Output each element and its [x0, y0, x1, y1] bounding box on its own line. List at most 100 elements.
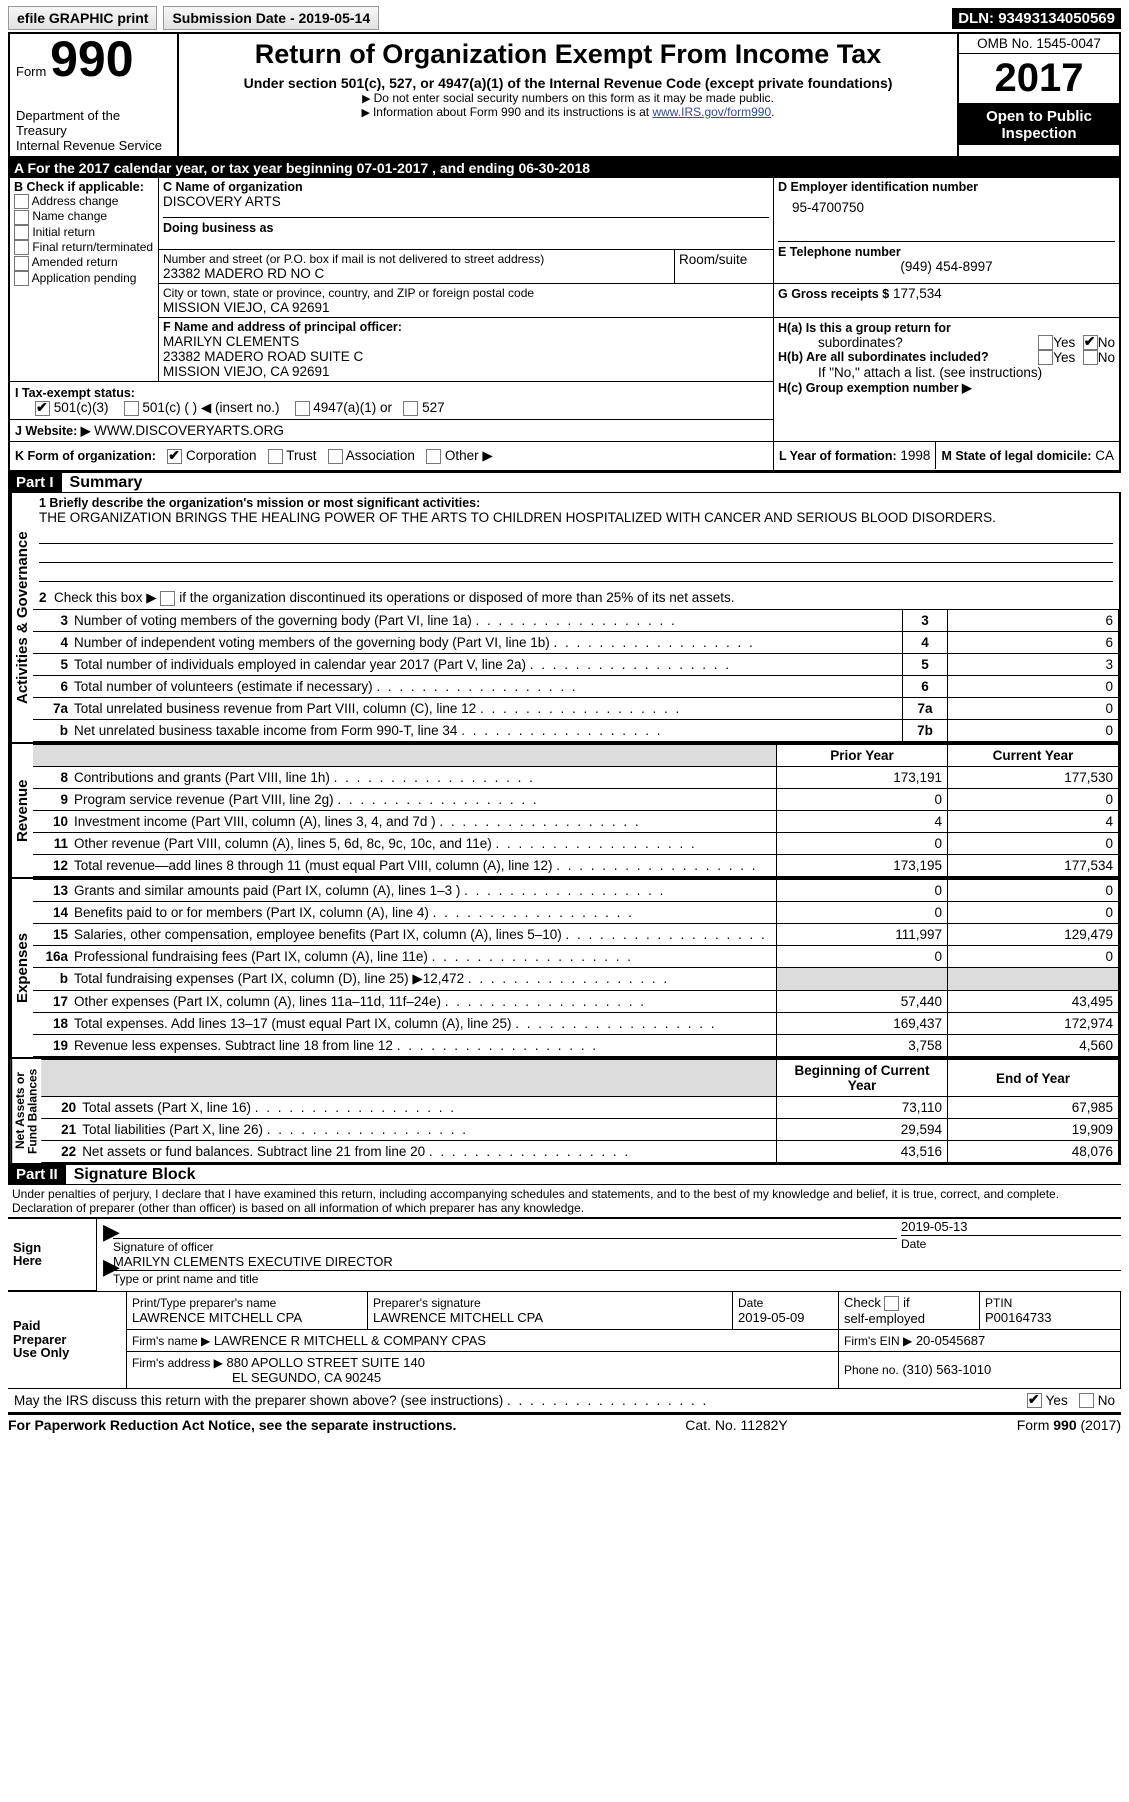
no-text2: No: [1098, 350, 1115, 365]
ha-yes-checkbox[interactable]: [1038, 335, 1053, 350]
phone-value: (949) 454-8997: [778, 259, 1115, 274]
dept-treasury: Department of the Treasury: [16, 108, 171, 138]
mission-text: THE ORGANIZATION BRINGS THE HEALING POWE…: [39, 510, 1113, 525]
opt-501c: 501(c) ( ) ◀ (insert no.): [142, 400, 279, 415]
discuss-no-checkbox[interactable]: [1079, 1393, 1094, 1408]
h-a-line: H(a) Is this a group return for: [778, 320, 1115, 335]
4947-checkbox[interactable]: [295, 401, 310, 416]
discuss-yes: Yes: [1046, 1393, 1068, 1408]
efile-print-button[interactable]: efile GRAPHIC print: [8, 6, 157, 30]
prep-name-label: Print/Type preparer's name: [132, 1296, 362, 1310]
prep-date: 2019-05-09: [738, 1310, 833, 1325]
omb-number: OMB No. 1545-0047: [959, 34, 1119, 53]
officer-addr1: 23382 MADERO ROAD SUITE C: [163, 349, 769, 364]
footer-mid: Cat. No. 11282Y: [685, 1417, 787, 1433]
table-row: 7aTotal unrelated business revenue from …: [33, 698, 1119, 720]
b-checkbox[interactable]: [14, 271, 29, 286]
table-row: 20Total assets (Part X, line 16) 73,1106…: [41, 1097, 1118, 1119]
yes-text: Yes: [1053, 335, 1075, 350]
part1-title: Summary: [62, 474, 143, 492]
table-row: 13Grants and similar amounts paid (Part …: [33, 880, 1119, 902]
org-city: MISSION VIEJO, CA 92691: [163, 300, 769, 315]
note-ssn: Do not enter social security numbers on …: [185, 91, 951, 105]
room-suite-label: Room/suite: [675, 250, 774, 283]
form-number: 990: [50, 31, 133, 87]
501c-checkbox[interactable]: [124, 401, 139, 416]
b-option: Final return/terminated: [14, 240, 154, 255]
firm-addr2: EL SEGUNDO, CA 90245: [132, 1370, 381, 1385]
form-title: Return of Organization Exempt From Incom…: [185, 39, 951, 70]
form-word: Form: [16, 64, 46, 79]
part2-label: Part II: [8, 1165, 66, 1184]
part2-header: Part II Signature Block: [8, 1165, 1121, 1185]
firm-phone: (310) 563-1010: [902, 1362, 991, 1377]
k-checkbox[interactable]: [426, 449, 441, 464]
sig-date: 2019-05-13: [901, 1219, 1121, 1236]
501c3-checkbox[interactable]: [35, 401, 50, 416]
form-990-page: efile GRAPHIC print Submission Date - 20…: [0, 0, 1129, 1443]
527-checkbox[interactable]: [403, 401, 418, 416]
b-option: Name change: [14, 209, 154, 224]
preparer-table: PaidPreparerUse Only Print/Type preparer…: [8, 1291, 1121, 1389]
b-checkbox[interactable]: [14, 194, 29, 209]
discuss-yes-checkbox[interactable]: [1027, 1393, 1042, 1408]
firm-ein: 20-0545687: [916, 1333, 985, 1348]
hb-no-checkbox[interactable]: [1083, 350, 1098, 365]
line2-checkbox[interactable]: [160, 591, 175, 606]
ha-no-checkbox[interactable]: [1083, 335, 1098, 350]
self-employed-checkbox[interactable]: [884, 1296, 899, 1311]
dba-label: Doing business as: [163, 217, 769, 235]
dln-label: DLN: 93493134050569: [952, 8, 1121, 29]
section-d-label: D Employer identification number: [778, 180, 1115, 194]
vtab-expenses: Expenses: [10, 879, 33, 1057]
h-a-sub: subordinates?: [778, 335, 1038, 350]
b-option: Initial return: [14, 225, 154, 240]
section-f-label: F Name and address of principal officer:: [163, 320, 769, 334]
table-row: 3Number of voting members of the governi…: [33, 610, 1119, 632]
table-row: 11Other revenue (Part VIII, column (A), …: [33, 833, 1119, 855]
b-option: Application pending: [14, 271, 154, 286]
ein-value: 95-4700750: [778, 194, 1115, 215]
gov-table: 3Number of voting members of the governi…: [33, 609, 1119, 742]
h-a-label: H(a) Is this a group return for: [778, 321, 951, 335]
note-info: Information about Form 990 and its instr…: [185, 105, 951, 119]
k-checkbox[interactable]: [268, 449, 283, 464]
section-g-label: G Gross receipts $: [778, 287, 889, 301]
footer-left: For Paperwork Reduction Act Notice, see …: [8, 1417, 456, 1433]
website-value: WWW.DISCOVERYARTS.ORG: [94, 423, 284, 438]
open-public-l2: Inspection: [1001, 125, 1076, 142]
prep-sig: LAWRENCE MITCHELL CPA: [373, 1310, 727, 1325]
sign-here-label: SignHere: [8, 1218, 97, 1290]
section-m-label: M State of legal domicile:: [941, 449, 1091, 463]
table-row: 22Net assets or fund balances. Subtract …: [41, 1141, 1118, 1163]
k-checkbox[interactable]: [328, 449, 343, 464]
part1-label: Part I: [8, 473, 62, 492]
section-e-label: E Telephone number: [778, 241, 1115, 259]
discuss-text: May the IRS discuss this return with the…: [14, 1393, 1027, 1408]
netassets-table: Beginning of Current Year End of Year 20…: [41, 1059, 1119, 1163]
irs-link[interactable]: www.IRS.gov/form990: [652, 105, 771, 119]
table-row: 10Investment income (Part VIII, column (…: [33, 811, 1119, 833]
b-checkbox[interactable]: [14, 240, 29, 255]
table-row: 9Program service revenue (Part VIII, lin…: [33, 789, 1119, 811]
self-employed-cell: Check ifself-employed: [839, 1291, 980, 1329]
no-text: No: [1098, 335, 1115, 350]
mission-label: 1 Briefly describe the organization's mi…: [39, 496, 1113, 510]
b-checkbox[interactable]: [14, 210, 29, 225]
vtab-governance: Activities & Governance: [10, 493, 33, 742]
h-note: If "No," attach a list. (see instruction…: [778, 365, 1115, 380]
hb-yes-checkbox[interactable]: [1038, 350, 1053, 365]
firm-name: LAWRENCE R MITCHELL & COMPANY CPAS: [214, 1333, 486, 1348]
k-checkbox[interactable]: [167, 449, 182, 464]
table-row: 16aProfessional fundraising fees (Part I…: [33, 946, 1119, 968]
current-year-header: Current Year: [948, 745, 1119, 767]
end-year-header: End of Year: [948, 1060, 1119, 1097]
org-address: 23382 MADERO RD NO C: [163, 266, 670, 281]
tax-year: 2017: [959, 53, 1119, 105]
b-checkbox[interactable]: [14, 256, 29, 271]
table-row: 6Total number of volunteers (estimate if…: [33, 676, 1119, 698]
line2-text: 2 Check this box ▶ if the organization d…: [33, 587, 1119, 609]
table-row: 18Total expenses. Add lines 13–17 (must …: [33, 1013, 1119, 1035]
b-checkbox[interactable]: [14, 225, 29, 240]
state-domicile: CA: [1095, 448, 1114, 463]
